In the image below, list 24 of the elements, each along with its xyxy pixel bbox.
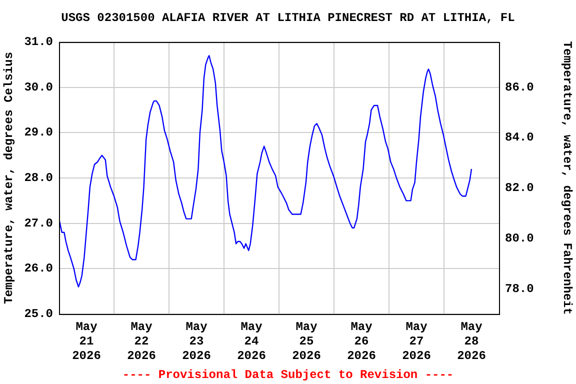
x-tick-label: May 27 2026 [402, 320, 431, 364]
y-tick-label: 31.0 [24, 35, 53, 50]
y2-tick-label: 78.0 [505, 282, 534, 296]
y-tick-label: 27.0 [24, 216, 53, 230]
x-tick-label: May 28 2026 [457, 320, 486, 364]
y-tick-label: 26.0 [24, 262, 53, 276]
y-tick-label: 25.0 [24, 307, 53, 322]
y-tick-label: 29.0 [24, 126, 53, 140]
y-tick-label: 30.0 [24, 80, 53, 94]
x-tick-label: May 24 2026 [237, 320, 266, 364]
chart-title: USGS 02301500 ALAFIA RIVER AT LITHIA PINECREST RD AT LITHIA, FL [61, 11, 515, 26]
x-tick-label: May 26 2026 [347, 320, 376, 364]
y2-tick-label: 80.0 [505, 231, 534, 246]
y-axis-title: Temperature, water, degrees Celsius [2, 52, 16, 304]
x-tick-label: May 23 2026 [182, 320, 211, 364]
x-tick-label: May 25 2026 [292, 320, 321, 364]
y-tick-label: 28.0 [24, 171, 53, 186]
y2-tick-label: 86.0 [505, 80, 534, 94]
y2-axis-title: Temperature, water, degrees Fahrenheit [560, 41, 574, 315]
text: ---- Provisional Data Subject to Revision ---- [122, 368, 454, 382]
y2-tick-label: 84.0 [505, 130, 534, 145]
x-tick-label: May 22 2026 [127, 320, 156, 364]
y2-tick-label: 82.0 [505, 181, 534, 196]
x-tick-label: May 21 2026 [72, 320, 101, 364]
